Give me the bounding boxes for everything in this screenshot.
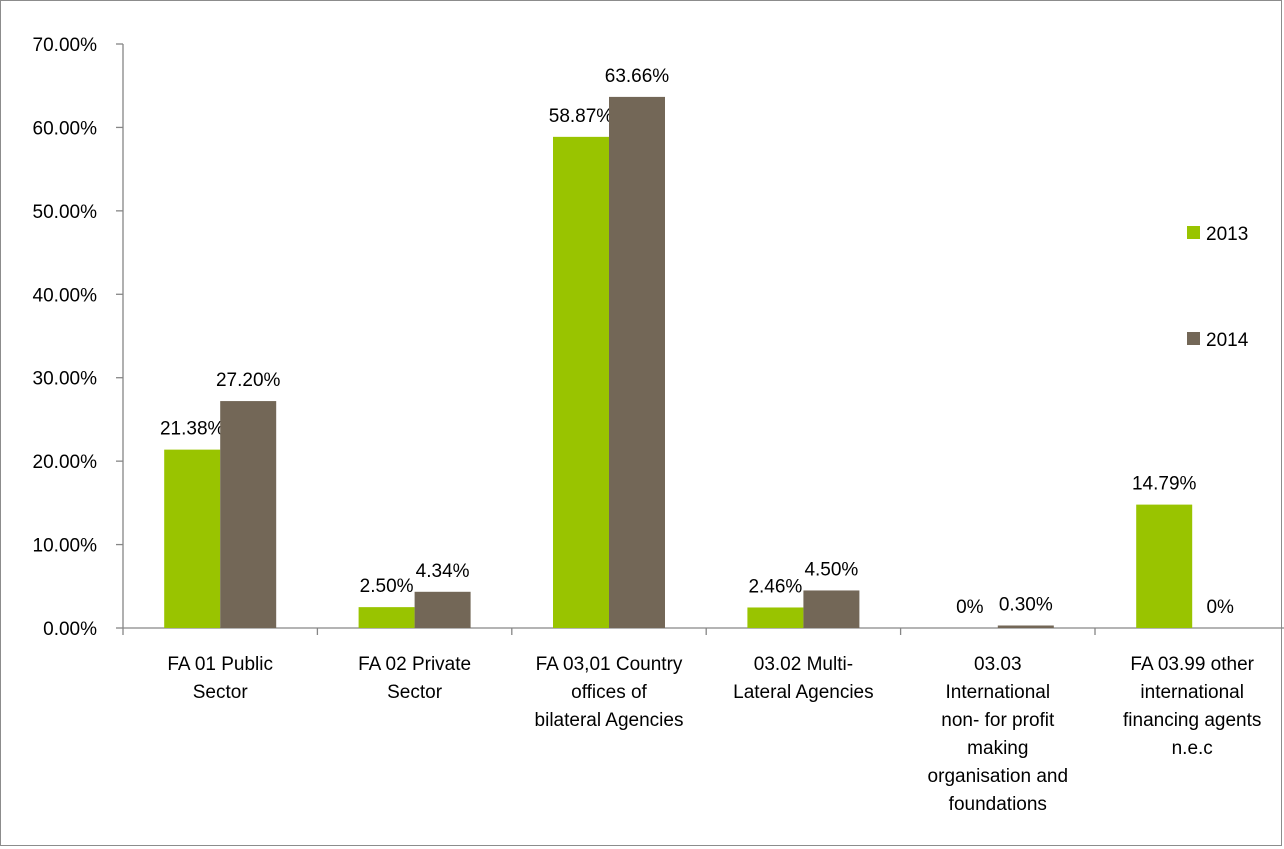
x-category-label-line: Lateral Agencies bbox=[733, 682, 874, 703]
x-category-label: FA 03,01 Country offices of bilateral Agen… bbox=[535, 654, 684, 731]
x-category-label: 03.02 Multi- Lateral Agencies bbox=[733, 654, 874, 703]
x-category-label: 03.03 International non- for profit making o… bbox=[928, 654, 1069, 815]
x-category-label-line: FA 03,01 Country bbox=[536, 654, 683, 675]
x-category-label-line: Sector bbox=[193, 682, 249, 703]
legend-label-2013: 2013 bbox=[1206, 224, 1248, 245]
x-category-label-line: making bbox=[967, 738, 1028, 759]
x-category-label-line: 03.02 Multi- bbox=[754, 654, 853, 675]
bar-2014[interactable] bbox=[803, 590, 860, 628]
legend-swatch-2014 bbox=[1187, 332, 1200, 345]
data-label-2014: 63.66% bbox=[605, 66, 670, 87]
bar-2013[interactable] bbox=[164, 449, 221, 628]
data-label-2014: 4.34% bbox=[416, 561, 470, 582]
data-label-2013: 58.87% bbox=[549, 106, 614, 127]
bar-2013[interactable] bbox=[747, 607, 804, 628]
y-tick-label: 50.00% bbox=[33, 202, 98, 223]
data-label-2013: 2.46% bbox=[748, 576, 802, 597]
x-category-label-line: bilateral Agencies bbox=[535, 710, 684, 731]
y-tick-label: 60.00% bbox=[33, 118, 98, 139]
x-category-label-line: international bbox=[1140, 682, 1244, 703]
bar-2014[interactable] bbox=[609, 96, 665, 628]
data-label-2014: 27.20% bbox=[216, 370, 281, 391]
y-tick-label: 0.00% bbox=[43, 619, 97, 640]
x-category-label-line: non- for profit bbox=[941, 710, 1055, 731]
y-tick-label: 40.00% bbox=[33, 285, 98, 306]
bar-2014[interactable] bbox=[414, 591, 471, 628]
bar-2013[interactable] bbox=[1136, 504, 1193, 628]
data-label-2013: 14.79% bbox=[1132, 474, 1197, 495]
y-tick-label: 20.00% bbox=[33, 452, 98, 473]
x-category-label: FA 01 Public Sector bbox=[167, 654, 273, 703]
x-category-label-line: FA 03.99 other bbox=[1130, 654, 1254, 675]
x-category-label-line: n.e.c bbox=[1172, 738, 1213, 759]
x-category-label-line: FA 02 Private bbox=[358, 654, 471, 675]
data-label-2014: 0.30% bbox=[999, 594, 1053, 615]
x-category-label: FA 02 Private Sector bbox=[358, 654, 471, 703]
x-category-label-line: International bbox=[946, 682, 1051, 703]
bar-2014[interactable] bbox=[220, 401, 277, 628]
x-category-label-line: FA 01 Public bbox=[167, 654, 273, 675]
bar-2013[interactable] bbox=[358, 607, 415, 628]
x-category-label-line: financing agents bbox=[1123, 710, 1261, 731]
x-category-label-line: organisation and bbox=[928, 766, 1069, 787]
x-category-label-line: 03.03 bbox=[974, 654, 1022, 675]
y-tick-label: 30.00% bbox=[33, 369, 98, 390]
data-label-2013: 0% bbox=[956, 597, 984, 618]
x-category-label: FA 03.99 other international financing age… bbox=[1123, 654, 1261, 759]
bar-2013[interactable] bbox=[553, 136, 609, 628]
bar-2014[interactable] bbox=[997, 625, 1054, 628]
legend-label-2014: 2014 bbox=[1206, 330, 1249, 351]
data-label-2014: 4.50% bbox=[804, 559, 858, 580]
legend-swatch-2013 bbox=[1187, 226, 1200, 239]
data-label-2013: 2.50% bbox=[360, 576, 414, 597]
y-tick-label: 70.00% bbox=[33, 35, 98, 56]
x-category-label-line: foundations bbox=[949, 794, 1047, 815]
x-category-label-line: Sector bbox=[387, 682, 443, 703]
y-tick-label: 10.00% bbox=[33, 536, 98, 557]
data-label-2013: 21.38% bbox=[160, 419, 225, 440]
x-category-label-line: offices of bbox=[571, 682, 647, 703]
data-label-2014: 0% bbox=[1206, 597, 1234, 618]
